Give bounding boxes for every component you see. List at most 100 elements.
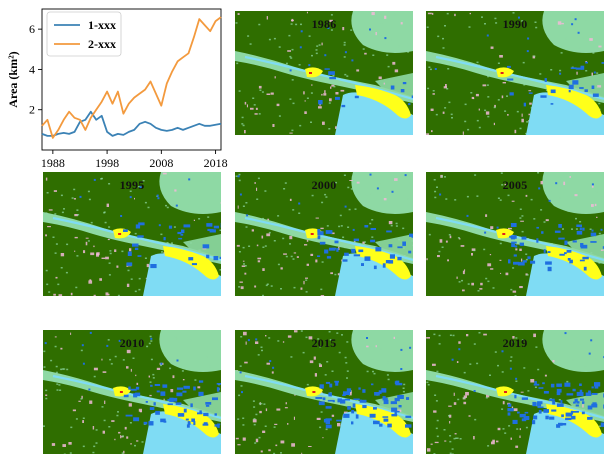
aquaculture-pixel <box>255 338 258 341</box>
aquaculture-pixel <box>381 388 387 393</box>
map-year-label: 2019 <box>502 336 528 350</box>
urban-pixel <box>591 204 594 207</box>
grass-pixel <box>590 252 593 254</box>
grass-pixel <box>52 236 55 238</box>
aquaculture-pixel <box>439 193 442 196</box>
grass-pixel <box>257 177 260 180</box>
grass-pixel <box>427 87 430 90</box>
grass-pixel <box>66 368 69 371</box>
aquaculture-pixel <box>391 190 394 193</box>
urban-pixel <box>254 285 257 288</box>
red-feature <box>312 391 316 393</box>
grass-pixel <box>249 43 252 45</box>
grass-pixel <box>339 214 342 217</box>
urban-pixel <box>468 415 471 417</box>
urban-pixel <box>289 198 292 201</box>
aquaculture-pixel <box>603 356 604 359</box>
aquaculture-pixel <box>537 406 544 409</box>
urban-pixel <box>305 277 308 279</box>
aquaculture-pixel <box>155 410 160 415</box>
grass-pixel <box>315 52 318 55</box>
grass-pixel <box>108 226 111 228</box>
grass-pixel <box>409 24 412 27</box>
urban-pixel <box>255 107 258 110</box>
aquaculture-pixel <box>540 95 547 98</box>
urban-pixel <box>494 104 496 108</box>
aquaculture-pixel <box>88 388 91 391</box>
urban-pixel <box>252 419 257 423</box>
urban-pixel <box>330 272 333 275</box>
grass-pixel <box>290 23 293 25</box>
urban-pixel <box>58 294 63 296</box>
urban-pixel <box>73 198 76 200</box>
urban-pixel <box>114 249 117 252</box>
aquaculture-pixel <box>132 243 139 247</box>
grass-pixel <box>525 132 528 135</box>
urban-pixel <box>432 363 436 366</box>
grass-pixel <box>324 374 327 376</box>
aquaculture-pixel <box>241 391 243 394</box>
grass-pixel <box>90 221 93 224</box>
urban-pixel <box>331 232 335 235</box>
red-feature <box>118 233 122 235</box>
urban-pixel <box>245 341 247 345</box>
urban-pixel <box>454 433 457 435</box>
series-line-1-xxx <box>41 110 222 137</box>
grass-pixel <box>347 226 350 228</box>
aquaculture-pixel <box>156 390 160 393</box>
grass-pixel <box>318 363 321 365</box>
aquaculture-pixel <box>581 411 585 415</box>
grass-pixel <box>450 113 453 116</box>
aquaculture-pixel <box>567 258 571 261</box>
aquaculture-pixel <box>158 224 161 227</box>
aquaculture-pixel <box>511 243 516 247</box>
grass-pixel <box>578 47 581 49</box>
grass-pixel <box>522 61 525 64</box>
aquaculture-pixel <box>214 413 217 416</box>
grass-pixel <box>521 215 524 217</box>
grass-pixel <box>95 442 98 444</box>
aquaculture-pixel <box>156 194 159 197</box>
urban-pixel <box>500 272 502 274</box>
grass-pixel <box>56 389 59 391</box>
urban-pixel <box>130 443 132 445</box>
urban-pixel <box>270 92 274 95</box>
grass-pixel <box>200 178 203 181</box>
grass-pixel <box>54 213 57 215</box>
aquaculture-pixel <box>579 383 582 386</box>
grass-pixel <box>330 14 333 16</box>
map-panel-1986: 1986 <box>235 11 413 135</box>
grass-pixel <box>283 188 286 190</box>
aquaculture-pixel <box>340 399 346 404</box>
urban-pixel <box>172 375 175 379</box>
grass-pixel <box>492 287 495 289</box>
area-line-chart: 2 4 6 1988 1998 2008 2018 Area (km²) 1-xxx 2-xxx <box>6 8 228 170</box>
grass-pixel <box>558 399 561 401</box>
grass-pixel <box>512 12 515 14</box>
grass-pixel <box>343 44 346 46</box>
aquaculture-pixel <box>324 54 327 57</box>
grass-pixel <box>429 68 432 71</box>
aquaculture-pixel <box>206 223 213 227</box>
grass-pixel <box>526 121 529 123</box>
aquaculture-pixel <box>558 224 562 228</box>
aquaculture-pixel <box>514 394 517 399</box>
urban-pixel <box>306 263 309 266</box>
urban-pixel <box>262 430 266 433</box>
aquaculture-pixel <box>177 231 182 235</box>
aquaculture-pixel <box>325 420 330 425</box>
grass-pixel <box>252 400 255 402</box>
urban-pixel <box>490 226 494 229</box>
aquaculture-pixel <box>408 250 412 254</box>
aquaculture-pixel <box>191 263 197 266</box>
grass-pixel <box>371 219 374 221</box>
grass-pixel <box>245 202 248 204</box>
urban-pixel <box>287 423 289 425</box>
urban-pixel <box>101 358 103 361</box>
urban-pixel <box>309 360 314 364</box>
aquaculture-pixel <box>216 387 220 392</box>
aquaculture-pixel <box>473 390 476 392</box>
urban-pixel <box>337 273 340 276</box>
grass-pixel <box>438 343 441 345</box>
grass-pixel <box>486 84 489 86</box>
